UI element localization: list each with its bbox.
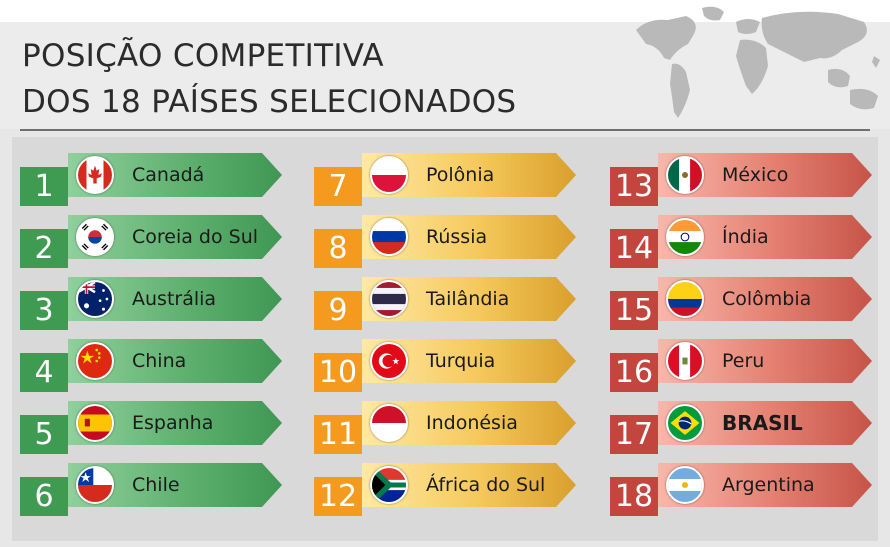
rank-number: 7 bbox=[314, 167, 362, 206]
spain-flag-icon bbox=[76, 404, 114, 442]
rank-number: 3 bbox=[20, 291, 68, 330]
page-title-line-2: DOS 18 PAÍSES SELECIONADOS bbox=[22, 84, 517, 120]
country-name: Polônia bbox=[426, 164, 495, 186]
rank-number: 14 bbox=[610, 229, 658, 268]
australia-flag-icon bbox=[76, 280, 114, 318]
mexico-flag-icon bbox=[666, 156, 704, 194]
rank-number: 13 bbox=[610, 167, 658, 206]
country-name: Colômbia bbox=[722, 288, 812, 310]
country-name: Canadá bbox=[132, 164, 205, 186]
country-name: Índia bbox=[722, 226, 769, 248]
ranking-item: 1 Canadá bbox=[20, 153, 282, 206]
ranking-item: 15 Colômbia bbox=[610, 277, 872, 330]
ranking-item: 8 Rússia bbox=[314, 215, 576, 268]
rank-number: 18 bbox=[610, 477, 658, 516]
ranking-item: 16 Peru bbox=[610, 339, 872, 392]
rank-number: 6 bbox=[20, 477, 68, 516]
ranking-item: 10 Turquia bbox=[314, 339, 576, 392]
country-name: Argentina bbox=[722, 474, 815, 496]
rank-number: 1 bbox=[20, 167, 68, 206]
ranking-item: 11 Indonésia bbox=[314, 401, 576, 454]
poland-flag-icon bbox=[370, 156, 408, 194]
ranking-item: 17 BRASIL bbox=[610, 401, 872, 454]
chile-flag-icon bbox=[76, 466, 114, 504]
rank-number: 16 bbox=[610, 353, 658, 392]
brazil-flag-icon bbox=[666, 404, 704, 442]
rank-number: 10 bbox=[314, 353, 362, 392]
rank-number: 17 bbox=[610, 415, 658, 454]
rank-number: 15 bbox=[610, 291, 658, 330]
rank-number: 9 bbox=[314, 291, 362, 330]
india-flag-icon bbox=[666, 218, 704, 256]
peru-flag-icon bbox=[666, 342, 704, 380]
ranking-item: 18 Argentina bbox=[610, 463, 872, 516]
ranking-item: 2 Coreia do Sul bbox=[20, 215, 282, 268]
rank-number: 4 bbox=[20, 353, 68, 392]
ranking-item: 4 China bbox=[20, 339, 282, 392]
ranking-item: 12 África do Sul bbox=[314, 463, 576, 516]
rank-number: 12 bbox=[314, 477, 362, 516]
country-name: Rússia bbox=[426, 226, 488, 248]
rank-number: 11 bbox=[314, 415, 362, 454]
ranking-item: 6 Chile bbox=[20, 463, 282, 516]
rank-number: 5 bbox=[20, 415, 68, 454]
country-name: Coreia do Sul bbox=[132, 226, 259, 248]
ranking-item: 9 Tailândia bbox=[314, 277, 576, 330]
ranking-item: 5 Espanha bbox=[20, 401, 282, 454]
south-korea-flag-icon bbox=[76, 218, 114, 256]
country-name: BRASIL bbox=[722, 411, 803, 435]
country-name: África do Sul bbox=[426, 474, 546, 496]
ranking-item: 14 Índia bbox=[610, 215, 872, 268]
country-name: Tailândia bbox=[426, 288, 510, 310]
ranking-list: 1 Canadá 2 Coreia do Sul 3 Austrália 4 C… bbox=[12, 137, 878, 541]
world-map-icon bbox=[636, 6, 880, 118]
russia-flag-icon bbox=[370, 218, 408, 256]
ranking-item: 3 Austrália bbox=[20, 277, 282, 330]
country-name: China bbox=[132, 350, 187, 372]
canada-flag-icon bbox=[76, 156, 114, 194]
turkey-flag-icon bbox=[370, 342, 408, 380]
title-divider bbox=[20, 129, 870, 131]
country-name: México bbox=[722, 164, 789, 186]
rank-number: 8 bbox=[314, 229, 362, 268]
indonesia-flag-icon bbox=[370, 404, 408, 442]
country-name: Espanha bbox=[132, 412, 214, 434]
ranking-item: 7 Polônia bbox=[314, 153, 576, 206]
thailand-flag-icon bbox=[370, 280, 408, 318]
china-flag-icon bbox=[76, 342, 114, 380]
page-title-line-1: POSIÇÃO COMPETITIVA bbox=[22, 38, 384, 74]
country-name: Chile bbox=[132, 474, 180, 496]
rank-number: 2 bbox=[20, 229, 68, 268]
country-name: Indonésia bbox=[426, 412, 518, 434]
argentina-flag-icon bbox=[666, 466, 704, 504]
country-name: Austrália bbox=[132, 288, 217, 310]
ranking-item: 13 México bbox=[610, 153, 872, 206]
country-name: Peru bbox=[722, 350, 765, 372]
colombia-flag-icon bbox=[666, 280, 704, 318]
country-name: Turquia bbox=[426, 350, 496, 372]
south-africa-flag-icon bbox=[370, 466, 408, 504]
